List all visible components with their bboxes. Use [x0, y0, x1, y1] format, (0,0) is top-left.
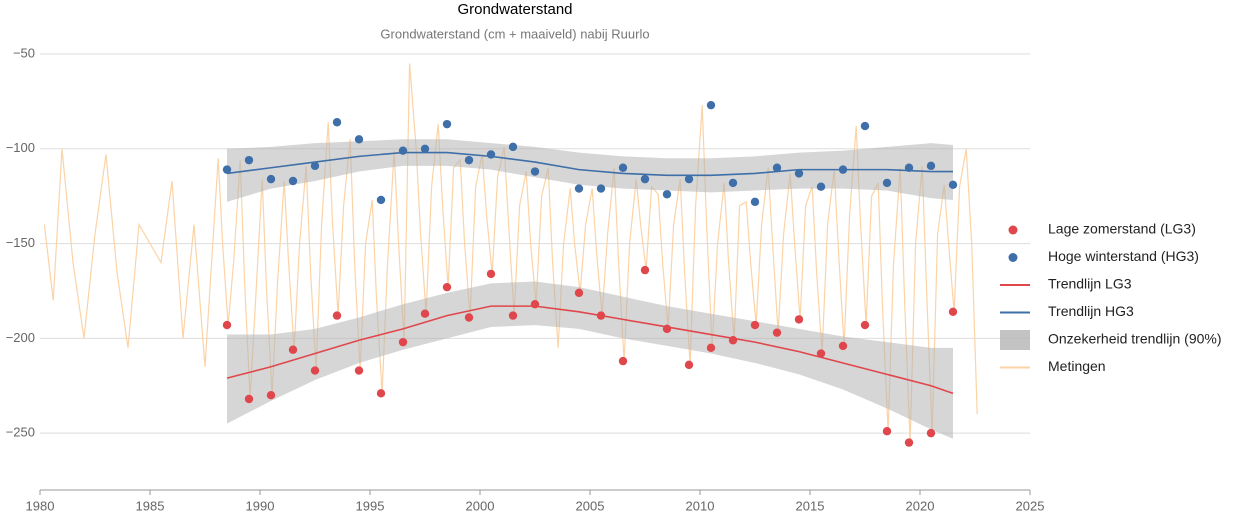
point [244, 155, 254, 165]
point [684, 360, 694, 370]
point [838, 341, 848, 351]
point [618, 356, 628, 366]
point [728, 336, 738, 345]
point [574, 288, 584, 298]
point [310, 161, 320, 171]
point [354, 366, 364, 375]
point [486, 150, 496, 159]
point [662, 190, 672, 199]
point [266, 391, 276, 400]
legend-label: Lage zomerstand (LG3) [1048, 221, 1196, 237]
point [904, 163, 914, 172]
x-tick-label: 2020 [906, 498, 935, 513]
x-tick-label: 1985 [136, 498, 165, 513]
point [882, 178, 892, 188]
legend-swatch [1008, 253, 1018, 262]
point [354, 135, 364, 144]
x-tick-label: 2025 [1016, 498, 1045, 513]
point [244, 394, 254, 404]
point [860, 121, 870, 131]
x-tick-label: 1990 [246, 498, 275, 513]
point [706, 343, 716, 353]
legend-label: Metingen [1048, 358, 1106, 374]
legend-label: Onzekerheid trendlijn (90%) [1048, 331, 1222, 347]
legend-label: Trendlijn LG3 [1048, 276, 1132, 292]
y-tick-label: −200 [6, 330, 35, 345]
point [794, 169, 804, 178]
x-tick-label: 1995 [356, 498, 385, 513]
y-tick-label: −50 [13, 45, 35, 60]
point [926, 161, 936, 171]
point [530, 300, 540, 309]
point [926, 428, 936, 438]
point [860, 320, 870, 330]
point [750, 320, 760, 330]
point [728, 178, 738, 188]
legend-swatch [1000, 330, 1030, 350]
point [684, 174, 694, 184]
point [574, 184, 584, 193]
point [398, 337, 408, 347]
x-tick-label: 2005 [576, 498, 605, 513]
point [486, 269, 496, 279]
point [596, 311, 606, 320]
point [904, 438, 914, 447]
point [816, 182, 826, 191]
point [332, 118, 342, 127]
legend-swatch [1008, 225, 1018, 235]
point [442, 282, 452, 292]
point [376, 389, 386, 398]
band [227, 281, 953, 439]
point [288, 345, 298, 354]
point [464, 155, 474, 165]
x-tick-label: 2015 [796, 498, 825, 513]
point [288, 176, 298, 186]
point [750, 197, 760, 207]
point [222, 165, 232, 174]
x-tick-label: 2010 [686, 498, 715, 513]
point [640, 265, 650, 275]
y-tick-label: −100 [6, 140, 35, 155]
point [948, 180, 958, 189]
point [398, 146, 408, 155]
point [618, 163, 628, 172]
point [794, 315, 804, 324]
point [772, 328, 782, 337]
point [508, 311, 518, 320]
point [332, 311, 342, 320]
chart-subtitle: Grondwaterstand (cm + maaiveld) nabij Ru… [380, 26, 649, 41]
point [838, 165, 848, 174]
point [222, 320, 232, 330]
point [266, 174, 276, 184]
chart-title: Grondwaterstand [457, 1, 572, 18]
point [464, 313, 474, 322]
line [226, 151, 953, 177]
point [816, 349, 826, 358]
point [640, 174, 650, 184]
point [662, 324, 672, 334]
point [420, 144, 430, 153]
legend-label: Trendlijn HG3 [1048, 303, 1134, 319]
x-tick-label: 1980 [26, 498, 55, 513]
point [420, 309, 430, 318]
point [706, 100, 716, 110]
point [376, 195, 386, 205]
x-tick-label: 2000 [466, 498, 495, 513]
point [508, 142, 518, 152]
point [882, 427, 892, 436]
point [948, 307, 958, 317]
point [442, 119, 452, 129]
point [310, 366, 320, 375]
y-tick-label: −150 [6, 235, 35, 250]
point [530, 167, 540, 176]
point [596, 184, 606, 193]
legend-label: Hoge winterstand (HG3) [1048, 248, 1199, 264]
point [772, 163, 782, 172]
y-tick-label: −250 [6, 425, 35, 440]
